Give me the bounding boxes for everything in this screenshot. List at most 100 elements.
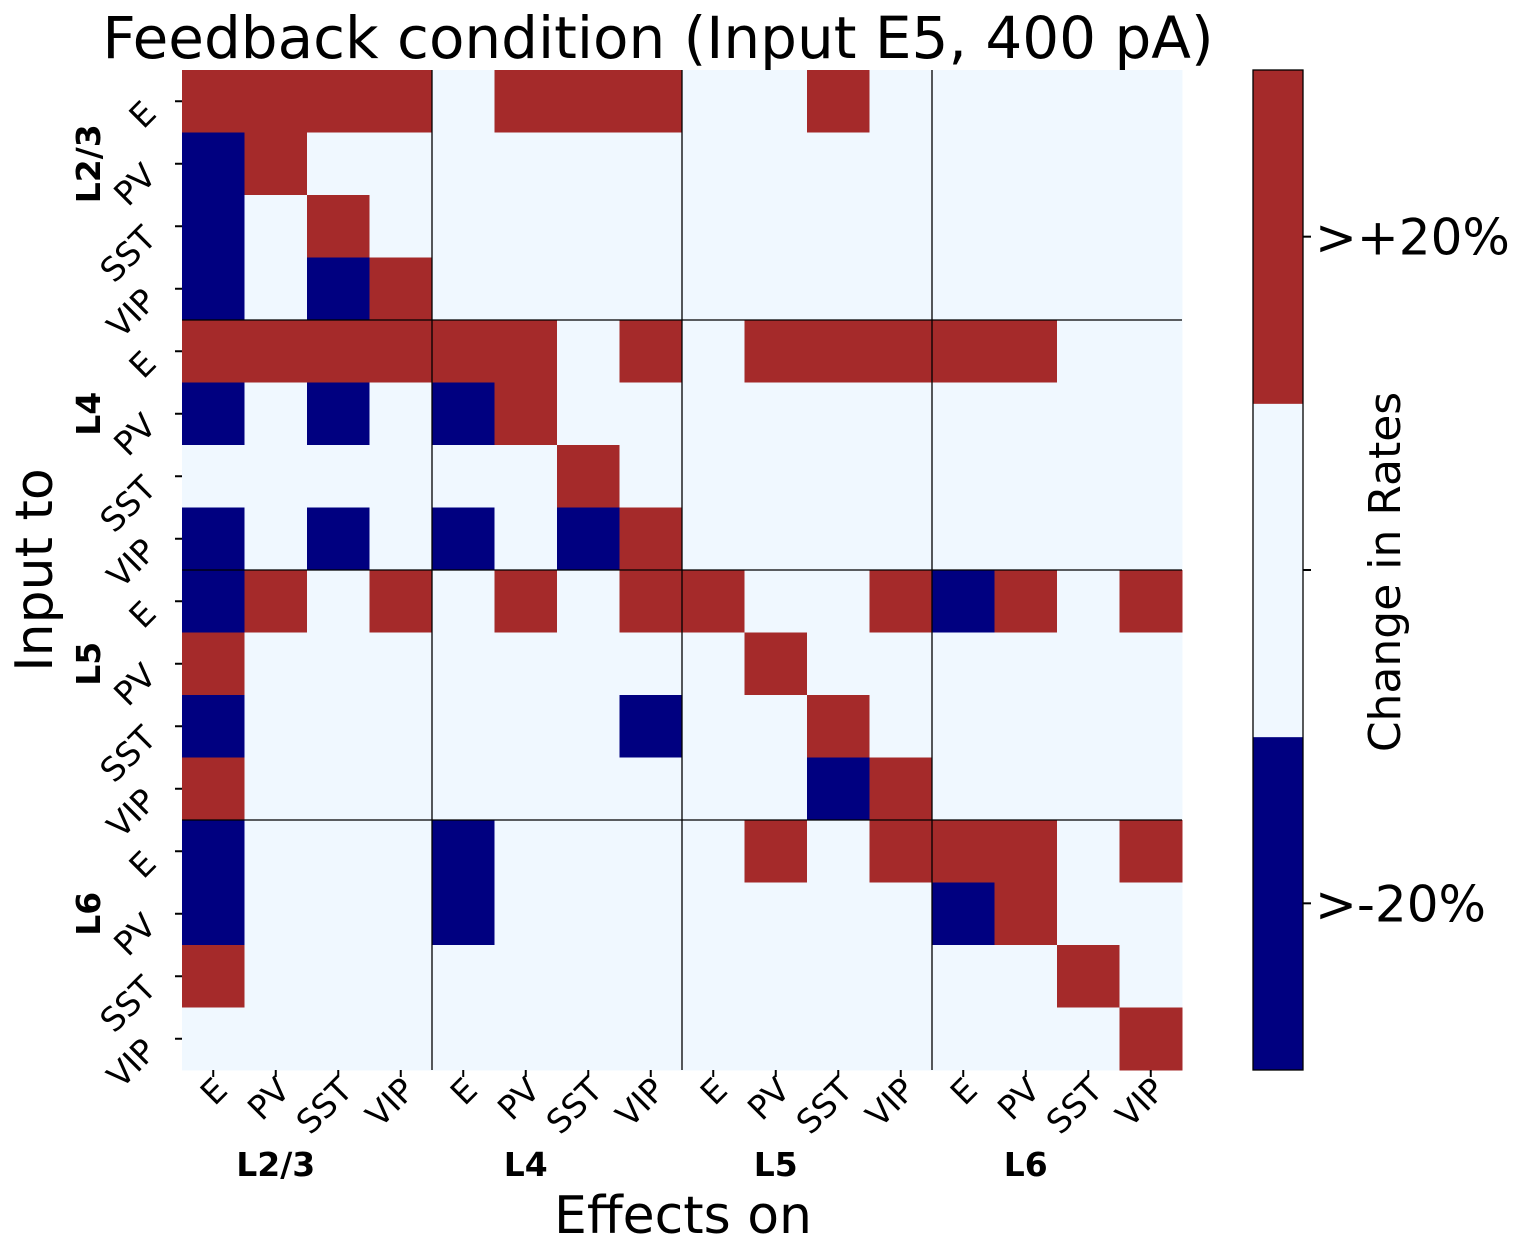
heatmap-cell	[994, 632, 1058, 696]
heatmap-cell	[307, 257, 370, 321]
heatmap-cell	[869, 132, 933, 196]
heatmap-cell	[682, 382, 745, 446]
heatmap-cell	[744, 632, 808, 696]
heatmap-cell	[494, 1007, 558, 1071]
heatmap-cell	[494, 382, 558, 446]
heatmap-cell	[182, 132, 245, 196]
heatmap-cell	[682, 320, 745, 383]
heatmap-cell	[1057, 945, 1120, 1008]
heatmap-cell	[432, 257, 495, 321]
heatmap-cell	[682, 882, 745, 946]
heatmap-cell	[869, 945, 933, 1008]
x-group-label: L5	[754, 1145, 798, 1184]
heatmap-cell	[369, 320, 433, 383]
x-tick-label: SST	[1038, 1069, 1110, 1141]
heatmap-cell	[494, 195, 558, 258]
heatmap-cell	[494, 945, 558, 1008]
heatmap-cell	[369, 257, 433, 321]
y-tick-label: VIP	[99, 1031, 164, 1096]
heatmap-cell	[244, 445, 308, 508]
heatmap-cell	[932, 195, 995, 258]
heatmap-cell	[307, 132, 370, 196]
heatmap-cell	[557, 695, 620, 758]
heatmap-cell	[869, 820, 933, 883]
heatmap-cell	[619, 257, 683, 321]
x-tick-label: VIP	[358, 1070, 423, 1135]
heatmap-cell	[1119, 132, 1183, 196]
heatmap-cell	[682, 445, 745, 508]
heatmap-cell	[869, 445, 933, 508]
heatmap-cell	[369, 757, 433, 821]
heatmap-cell	[869, 570, 933, 633]
heatmap-cell	[994, 820, 1058, 883]
group-separators	[182, 70, 1182, 1070]
heatmap-cell	[1057, 507, 1120, 571]
heatmap-cell	[244, 382, 308, 446]
heatmap-cell	[932, 132, 995, 196]
heatmap-cell	[869, 507, 933, 571]
heatmap-cell	[932, 507, 995, 571]
heatmap-cell	[744, 70, 808, 133]
y-tick-label: VIP	[99, 781, 164, 846]
y-axis-label: Input to	[5, 468, 65, 671]
heatmap-cell	[369, 1007, 433, 1071]
heatmap-cell	[182, 382, 245, 446]
heatmap-cell	[682, 632, 745, 696]
heatmap-cell	[619, 570, 683, 633]
heatmap-cell	[1119, 320, 1183, 383]
heatmap-cell	[932, 382, 995, 446]
heatmap-cell	[869, 195, 933, 258]
heatmap-cell	[682, 757, 745, 821]
y-tick-label: PV	[106, 156, 164, 214]
colorbar-tick-label: >-20%	[1315, 875, 1486, 933]
heatmap-cell	[807, 132, 870, 196]
heatmap-cell	[619, 195, 683, 258]
heatmap-cell	[557, 257, 620, 321]
heatmap-cell	[932, 70, 995, 133]
heatmap-cell	[744, 757, 808, 821]
chart-title: Feedback condition (Input E5, 400 pA)	[102, 4, 1213, 72]
y-group-label: L4	[69, 392, 108, 436]
x-tick-label: VIP	[1108, 1070, 1173, 1135]
heatmap-cell	[994, 570, 1058, 633]
heatmap-cell	[1119, 632, 1183, 696]
heatmap-cell	[244, 945, 308, 1008]
heatmap-cell	[244, 195, 308, 258]
heatmap-cell	[307, 195, 370, 258]
heatmap-cell	[182, 757, 245, 821]
heatmap-cell	[869, 757, 933, 821]
heatmap-cell	[557, 632, 620, 696]
heatmap-cell	[869, 320, 933, 383]
heatmap-cell	[307, 945, 370, 1008]
heatmap-cell	[744, 1007, 808, 1071]
x-tick-label: PV	[240, 1070, 298, 1128]
heatmap-cell	[619, 382, 683, 446]
heatmap-cell	[1119, 757, 1183, 821]
heatmap-cell	[807, 382, 870, 446]
heatmap-cell	[744, 445, 808, 508]
heatmap-cell	[307, 695, 370, 758]
heatmap-cell	[744, 195, 808, 258]
heatmap-cell	[369, 195, 433, 258]
heatmap-cell	[557, 945, 620, 1008]
heatmap-cell	[244, 820, 308, 883]
heatmap-cell	[557, 507, 620, 571]
heatmap-cell	[1119, 570, 1183, 633]
heatmap-cell	[182, 1007, 245, 1071]
heatmap-cell	[869, 695, 933, 758]
heatmap-cell	[494, 132, 558, 196]
heatmap-cell	[1057, 570, 1120, 633]
heatmap-cell	[807, 257, 870, 321]
y-tick-label: SST	[92, 218, 164, 290]
heatmap-cell	[682, 132, 745, 196]
y-tick-label: SST	[92, 968, 164, 1040]
heatmap-cell	[619, 132, 683, 196]
heatmap-cell	[557, 70, 620, 133]
heatmap-cell	[307, 632, 370, 696]
x-group-label: L2/3	[236, 1145, 315, 1184]
heatmap-cell	[682, 507, 745, 571]
heatmap-cell	[182, 820, 245, 883]
heatmap-cells	[182, 70, 1183, 1071]
heatmap-cell	[182, 445, 245, 508]
